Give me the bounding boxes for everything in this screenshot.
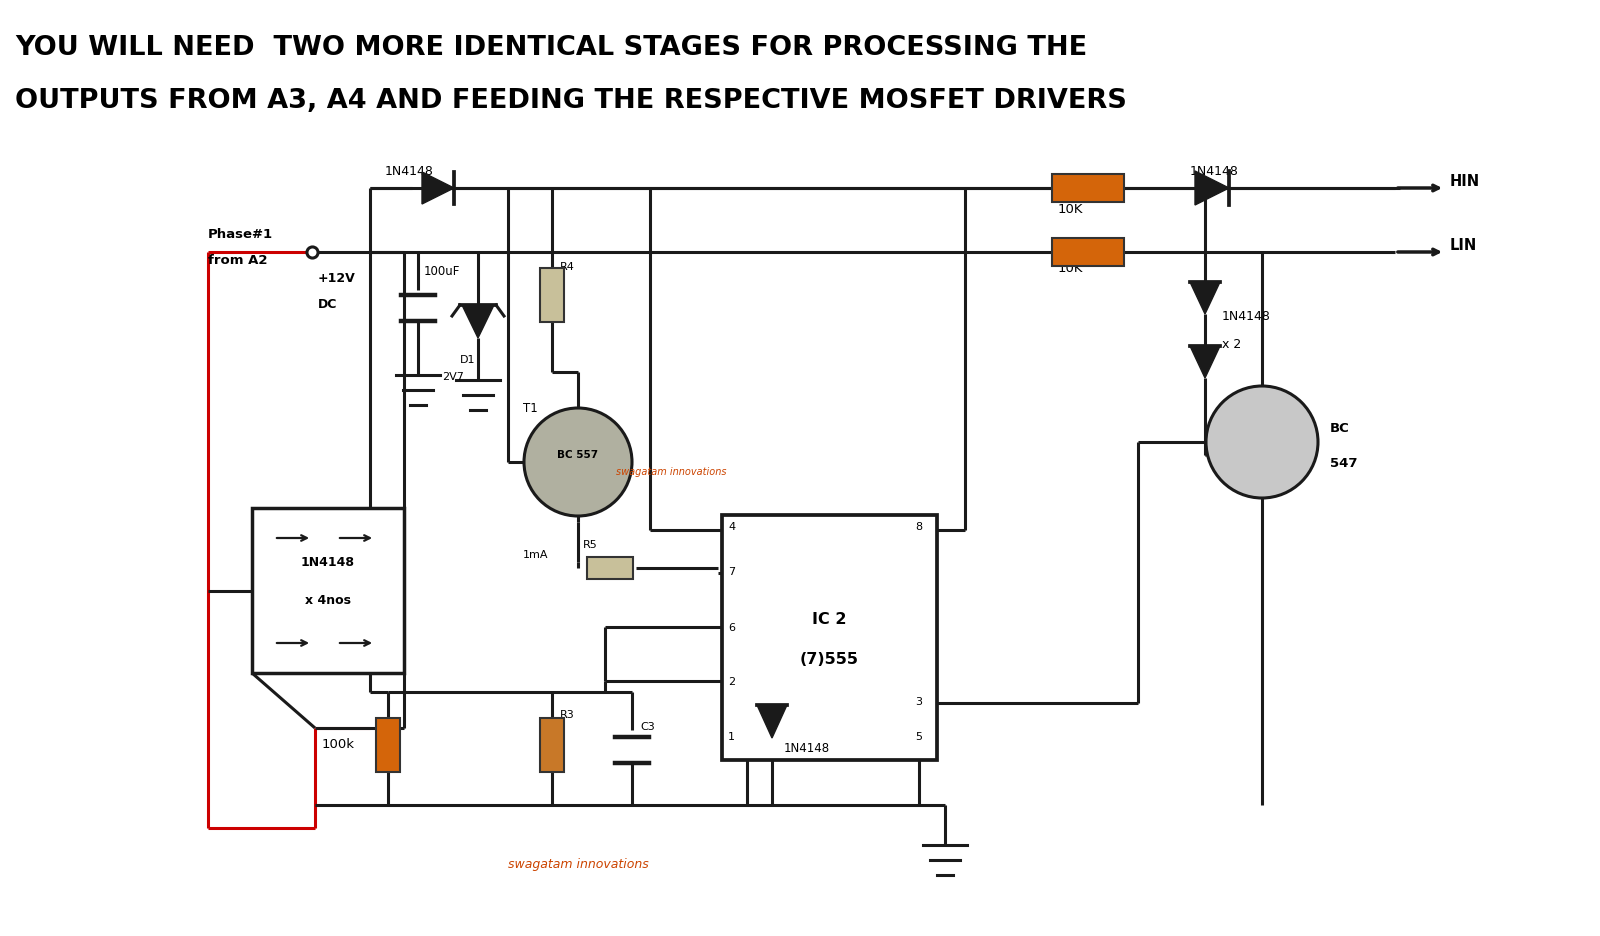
Text: BC: BC	[1330, 422, 1350, 435]
Text: 2k7: 2k7	[547, 282, 557, 300]
Text: IC 2: IC 2	[813, 612, 846, 627]
Text: 4: 4	[728, 522, 734, 532]
Text: D1: D1	[461, 355, 475, 365]
Bar	[722, 515, 938, 760]
Text: YOU WILL NEED  TWO MORE IDENTICAL STAGES FOR PROCESSING THE: YOU WILL NEED TWO MORE IDENTICAL STAGES …	[14, 35, 1086, 61]
Text: 8: 8	[915, 522, 922, 532]
Text: OUTPUTS FROM A3, A4 AND FEEDING THE RESPECTIVE MOSFET DRIVERS: OUTPUTS FROM A3, A4 AND FEEDING THE RESP…	[14, 88, 1126, 114]
Bar	[541, 718, 563, 772]
Text: 1: 1	[728, 732, 734, 742]
Text: 1N4148: 1N4148	[1190, 165, 1238, 178]
Text: 100uF: 100uF	[424, 265, 461, 278]
Polygon shape	[1190, 346, 1221, 378]
Bar	[1053, 174, 1125, 202]
Text: 2: 2	[728, 677, 734, 687]
Text: R5: R5	[582, 540, 598, 550]
Text: 10K: 10K	[1058, 262, 1083, 275]
Text: swagatam innovations: swagatam innovations	[509, 858, 648, 871]
Bar	[541, 268, 563, 322]
Text: 100Ω: 100Ω	[597, 559, 624, 569]
Circle shape	[1206, 386, 1318, 498]
Text: 3: 3	[915, 697, 922, 707]
Text: from A2: from A2	[208, 254, 267, 267]
Text: x 4nos: x 4nos	[306, 594, 350, 607]
Polygon shape	[1195, 171, 1229, 205]
Bar	[587, 557, 634, 579]
Text: 470: 470	[547, 728, 557, 747]
Polygon shape	[462, 305, 494, 338]
Text: DC: DC	[318, 298, 338, 311]
Bar	[253, 508, 403, 673]
Text: R4: R4	[560, 262, 574, 272]
Polygon shape	[422, 172, 454, 204]
Text: T1: T1	[523, 402, 538, 415]
Text: (7)555: (7)555	[800, 652, 859, 667]
Text: 100k: 100k	[322, 738, 355, 751]
Text: R3: R3	[560, 710, 574, 720]
Text: 1N4148: 1N4148	[386, 165, 434, 178]
Text: 5: 5	[915, 732, 922, 742]
Text: 6: 6	[728, 623, 734, 633]
Text: 1N4148: 1N4148	[301, 556, 355, 569]
Text: HIN: HIN	[1450, 173, 1480, 188]
Text: 10K: 10K	[1058, 203, 1083, 216]
Text: 2V7: 2V7	[442, 372, 464, 382]
Text: 547: 547	[1330, 457, 1357, 470]
Bar	[376, 718, 400, 772]
Text: 7: 7	[728, 567, 734, 577]
Text: 1mA: 1mA	[523, 550, 549, 560]
Text: LIN: LIN	[1450, 238, 1477, 253]
Text: +12V: +12V	[318, 272, 355, 285]
Text: 1N4148: 1N4148	[1222, 310, 1270, 323]
Text: Phase#1: Phase#1	[208, 228, 274, 241]
Text: C3: C3	[640, 722, 654, 732]
Polygon shape	[757, 705, 787, 738]
Circle shape	[525, 408, 632, 516]
Text: 1N4148: 1N4148	[784, 742, 830, 755]
Bar	[1053, 238, 1125, 266]
Text: x 2: x 2	[1222, 338, 1242, 351]
Text: swagatam innovations: swagatam innovations	[616, 467, 726, 477]
Text: BC 557: BC 557	[557, 450, 598, 460]
Polygon shape	[1190, 282, 1221, 314]
